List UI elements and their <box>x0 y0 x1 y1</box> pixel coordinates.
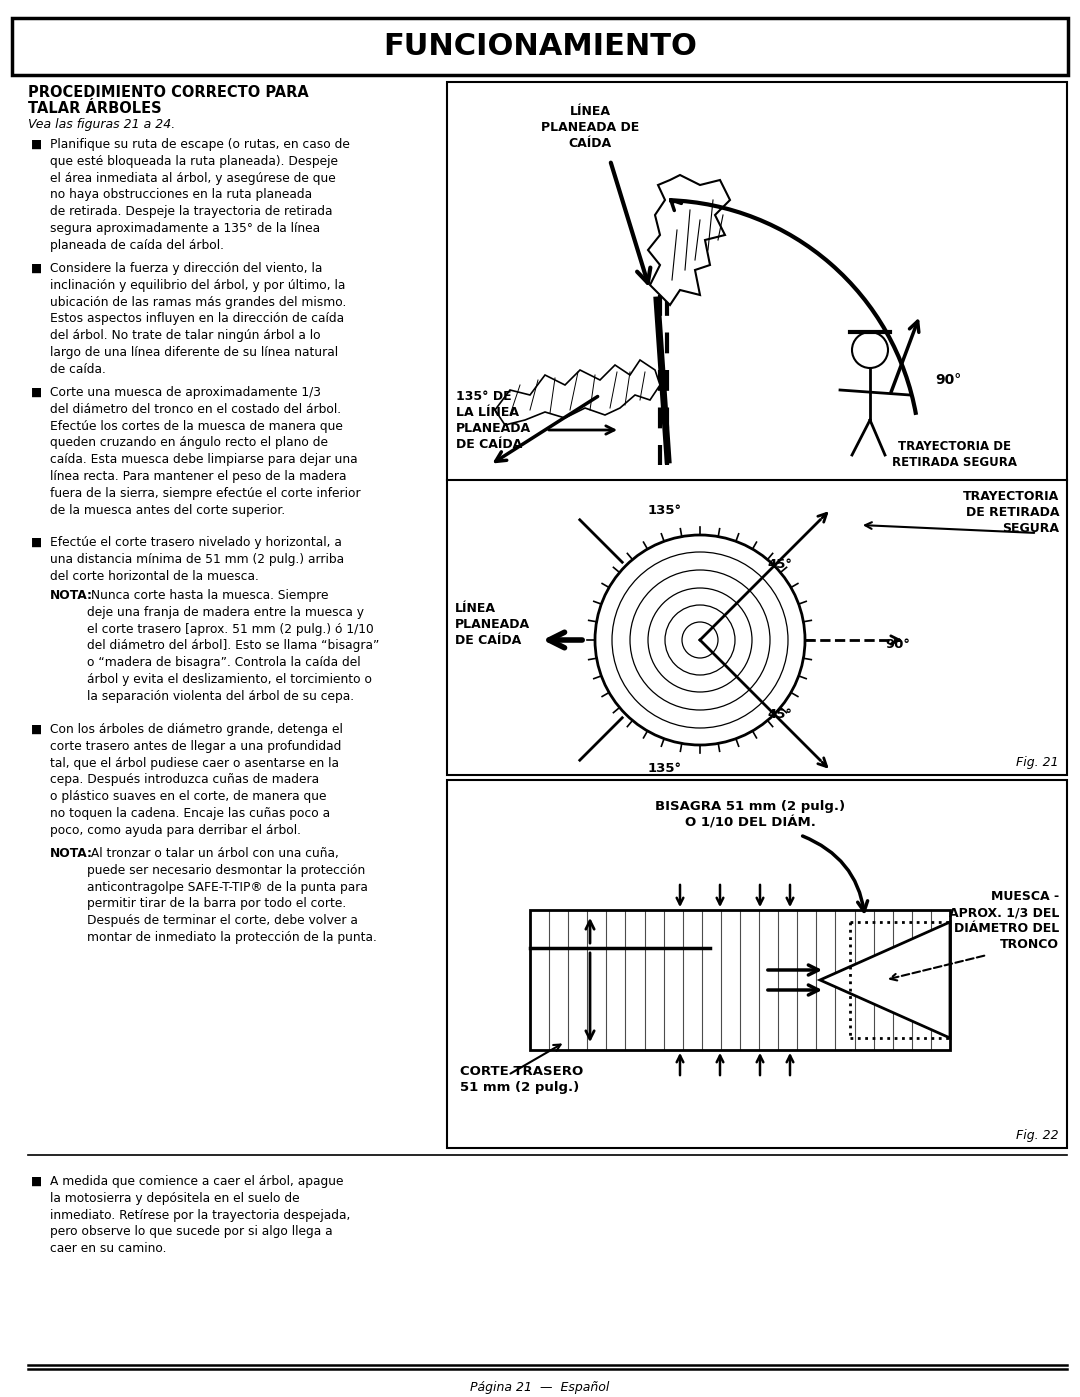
Text: BISAGRA 51 mm (2 pulg.)
O 1/10 DEL DIÁM.: BISAGRA 51 mm (2 pulg.) O 1/10 DEL DIÁM. <box>654 800 845 828</box>
Circle shape <box>595 535 805 745</box>
Text: 90°: 90° <box>885 638 909 651</box>
Text: ■: ■ <box>31 138 42 151</box>
Text: Al tronzar o talar un árbol con una cuña,
puede ser necesario desmontar la prote: Al tronzar o talar un árbol con una cuña… <box>87 847 377 944</box>
Bar <box>12 18 1068 75</box>
Text: Fig. 21: Fig. 21 <box>1016 756 1059 768</box>
Text: CORTE TRASERO
51 mm (2 pulg.): CORTE TRASERO 51 mm (2 pulg.) <box>460 1065 583 1094</box>
Circle shape <box>852 332 888 367</box>
Text: 135° DE
LA LÍNEA
PLANEADA
DE CAÍDA: 135° DE LA LÍNEA PLANEADA DE CAÍDA <box>456 390 531 451</box>
Text: NOTA:: NOTA: <box>50 590 93 602</box>
Text: ■: ■ <box>31 263 42 275</box>
Circle shape <box>681 622 718 658</box>
Text: Con los árboles de diámetro grande, detenga el
corte trasero antes de llegar a u: Con los árboles de diámetro grande, dete… <box>50 724 342 837</box>
Polygon shape <box>648 175 730 305</box>
Bar <box>447 780 1067 1148</box>
Circle shape <box>648 588 752 692</box>
Text: Vea las figuras 21 a 24.: Vea las figuras 21 a 24. <box>28 117 175 131</box>
Text: ■: ■ <box>31 536 42 549</box>
Text: PROCEDIMIENTO CORRECTO PARA: PROCEDIMIENTO CORRECTO PARA <box>28 85 309 101</box>
Text: NOTA:: NOTA: <box>50 847 93 861</box>
Polygon shape <box>495 360 660 425</box>
Circle shape <box>630 570 770 710</box>
Text: 45°: 45° <box>768 708 793 721</box>
Text: 90°: 90° <box>935 373 961 387</box>
Text: ■: ■ <box>31 386 42 400</box>
Bar <box>530 909 950 1051</box>
Circle shape <box>665 605 735 675</box>
Text: Efectúe el corte trasero nivelado y horizontal, a
una distancia mínima de 51 mm : Efectúe el corte trasero nivelado y hori… <box>50 536 345 583</box>
Text: Planifique su ruta de escape (o rutas, en caso de
que esté bloqueada la ruta pla: Planifique su ruta de escape (o rutas, e… <box>50 138 350 251</box>
Polygon shape <box>820 922 950 1038</box>
Text: ■: ■ <box>31 1175 42 1187</box>
Text: A medida que comience a caer el árbol, apague
la motosierra y depósitela en el s: A medida que comience a caer el árbol, a… <box>50 1175 350 1255</box>
Text: MUESCA -
APROX. 1/3 DEL
DIÁMETRO DEL
TRONCO: MUESCA - APROX. 1/3 DEL DIÁMETRO DEL TRO… <box>948 890 1059 951</box>
Text: Página 21  —  Español: Página 21 — Español <box>470 1382 610 1394</box>
Text: ■: ■ <box>31 724 42 736</box>
Text: Corte una muesca de aproximadamente 1/3
del diámetro del tronco en el costado de: Corte una muesca de aproximadamente 1/3 … <box>50 386 361 517</box>
Text: FUNCIONAMIENTO: FUNCIONAMIENTO <box>383 32 697 61</box>
Text: TRAYECTORIA DE
RETIRADA SEGURA: TRAYECTORIA DE RETIRADA SEGURA <box>892 440 1017 469</box>
Text: LÍNEA
PLANEADA DE
CAÍDA: LÍNEA PLANEADA DE CAÍDA <box>541 105 639 149</box>
Text: Nunca corte hasta la muesca. Siempre
deje una franja de madera entre la muesca y: Nunca corte hasta la muesca. Siempre dej… <box>87 590 379 703</box>
Text: Considere la fuerza y dirección del viento, la
inclinación y equilibrio del árbo: Considere la fuerza y dirección del vien… <box>50 263 347 376</box>
Text: Fig. 22: Fig. 22 <box>1016 1129 1059 1141</box>
Circle shape <box>612 552 788 728</box>
Text: 45°: 45° <box>768 559 793 571</box>
Text: LÍNEA
PLANEADA
DE CAÍDA: LÍNEA PLANEADA DE CAÍDA <box>455 602 530 647</box>
Bar <box>530 909 950 1051</box>
Text: 135°: 135° <box>648 761 681 774</box>
Text: TRAYECTORIA
DE RETIRADA
SEGURA: TRAYECTORIA DE RETIRADA SEGURA <box>962 490 1059 535</box>
Text: TALAR ÁRBOLES: TALAR ÁRBOLES <box>28 101 162 116</box>
Text: 135°: 135° <box>648 503 681 517</box>
Bar <box>447 82 1067 775</box>
